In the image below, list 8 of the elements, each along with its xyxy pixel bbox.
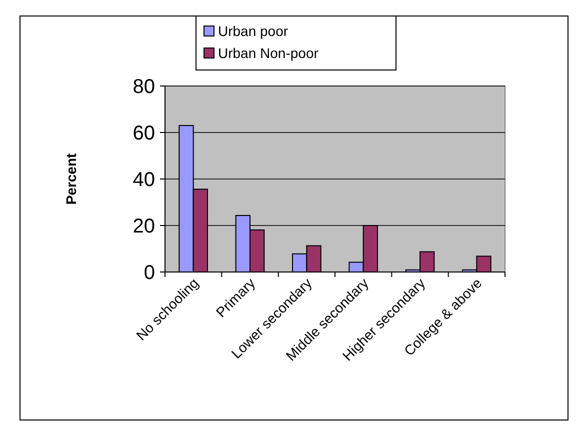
y-tick-label: 80 [132, 76, 155, 98]
legend-label: Urban poor [218, 22, 288, 39]
y-tick-label: 0 [144, 262, 155, 284]
y-axis-title: Percent [63, 152, 79, 205]
legend-label: Urban Non-poor [218, 44, 319, 61]
y-tick-label: 40 [132, 169, 155, 191]
y-tick-label: 20 [132, 216, 155, 238]
y-tick-label: 60 [132, 122, 155, 144]
